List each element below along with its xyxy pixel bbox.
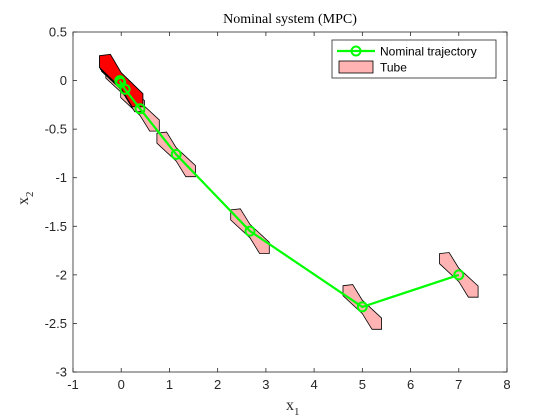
x-tick-label-6: 5: [359, 377, 366, 392]
x-tick-label-3: 2: [214, 377, 221, 392]
y-tick-label-2: -0.5: [45, 122, 67, 137]
x-axis-label-sub: 1: [294, 406, 300, 418]
legend-trajectory-label: Nominal trajectory: [380, 45, 477, 59]
y-axis-label: x2: [15, 192, 36, 206]
legend-tube-label: Tube: [380, 61, 407, 75]
y-axis-label-main: x: [15, 197, 32, 205]
legend-tube-swatch: [339, 61, 373, 73]
y-axis-label-sub: 2: [24, 192, 36, 198]
y-tick-label-4: -1.5: [45, 219, 67, 234]
x-axis-label: x1: [286, 397, 300, 418]
x-tick-label-7: 6: [407, 377, 414, 392]
x-tick-label-5: 4: [310, 377, 317, 392]
chart-title: Nominal system (MPC): [223, 12, 357, 27]
y-tick-label-3: -1: [55, 170, 67, 185]
y-tick-label-5: -2: [55, 267, 67, 282]
x-axis-label-main: x: [286, 397, 294, 414]
x-tick-label-2: 1: [166, 377, 173, 392]
y-tick-label-1: 0: [60, 73, 67, 88]
x-tick-label-0: -1: [67, 377, 79, 392]
y-tick-label-6: -2.5: [45, 316, 67, 331]
legend: Nominal trajectory Tube: [332, 40, 496, 78]
y-tick-label-7: -3: [55, 365, 67, 380]
x-tick-label-4: 3: [262, 377, 269, 392]
x-tick-label-1: 0: [118, 377, 125, 392]
x-tick-label-9: 8: [503, 377, 510, 392]
plot-background: [73, 32, 507, 372]
y-tick-label-0: 0.5: [49, 25, 67, 40]
x-tick-label-8: 7: [455, 377, 462, 392]
